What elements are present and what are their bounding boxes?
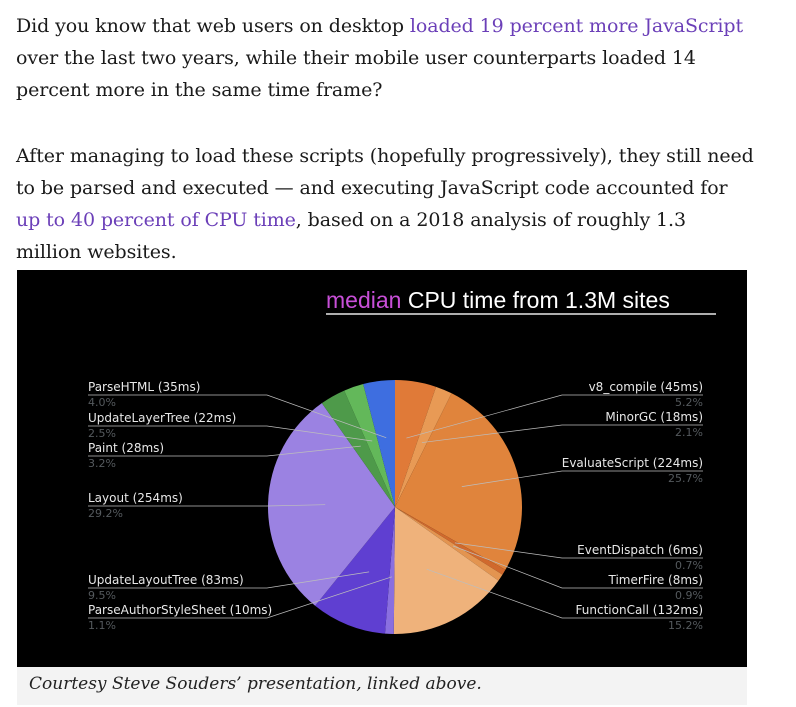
paragraph-text: over the last two years, while their mob… [16, 47, 696, 101]
leader-line [452, 545, 703, 589]
pie-slice [395, 507, 503, 581]
paragraph-text: Did you know that web users on desktop [16, 15, 410, 37]
inline-link[interactable]: up to 40 percent of CPU time [16, 209, 296, 231]
slice-label: UpdateLayoutTree (83ms) [88, 573, 244, 587]
pie-slice [321, 390, 395, 507]
pie-slice [384, 507, 395, 634]
pie-slice [268, 403, 395, 606]
pie-slice [315, 507, 395, 634]
slice-percent: 1.1% [88, 619, 116, 632]
slice-percent: 15.2% [668, 619, 703, 632]
slice-percent: 4.0% [88, 396, 116, 409]
leader-line [461, 470, 703, 487]
pie-slice [395, 386, 452, 507]
pie-slice [363, 380, 395, 507]
pie-slice [393, 507, 499, 634]
slice-label: EvaluateScript (224ms) [562, 456, 703, 470]
pie-slice [395, 393, 522, 570]
slice-percent: 3.2% [88, 457, 116, 470]
slice-label: ParseHTML (35ms) [88, 380, 200, 394]
leader-line [406, 394, 703, 439]
caption-text: Courtesy Steve Souders’ presentation, li… [29, 674, 482, 694]
slice-percent: 0.9% [675, 589, 703, 602]
leader-line [421, 424, 703, 443]
slice-label: v8_compile (45ms) [589, 380, 703, 394]
slice-percent: 25.7% [668, 472, 703, 485]
figure-caption: Courtesy Steve Souders’ presentation, li… [17, 667, 747, 705]
chart-title-highlight: median [326, 287, 401, 313]
chart-title-rest: CPU time from 1.3M sites [401, 287, 669, 313]
leader-line [88, 504, 326, 507]
slice-label: TimerFire (8ms) [608, 573, 703, 587]
article-paragraph: Did you know that web users on desktop l… [16, 10, 756, 106]
pie-chart: median CPU time from 1.3M sites v8_compi… [88, 287, 716, 634]
slice-percent: 2.5% [88, 427, 116, 440]
leader-line [88, 445, 361, 457]
slice-label: MinorGC (18ms) [605, 410, 703, 424]
leader-line [88, 425, 373, 442]
pie-slice [395, 507, 506, 575]
paragraph-text: , based on a 2018 analysis of roughly 1.… [16, 209, 686, 263]
slice-percent: 5.2% [675, 396, 703, 409]
leader-line [88, 394, 387, 439]
pie-slice [344, 384, 395, 507]
slice-label: FunctionCall (132ms) [576, 603, 703, 617]
slice-label: Layout (254ms) [88, 491, 183, 505]
leader-line [88, 571, 370, 589]
slice-label: UpdateLayerTree (22ms) [88, 411, 236, 425]
slice-percent: 9.5% [88, 589, 116, 602]
slice-label: EventDispatch (6ms) [577, 543, 703, 557]
leader-line [454, 542, 703, 559]
slice-label: ParseAuthorStyleSheet (10ms) [88, 603, 272, 617]
leader-line [88, 576, 393, 619]
slice-percent: 29.2% [88, 507, 123, 520]
slice-label: Paint (28ms) [88, 441, 164, 455]
slice-percent: 0.7% [675, 559, 703, 572]
paragraph-text: After managing to load these scripts (ho… [16, 145, 754, 199]
inline-link[interactable]: loaded 19 percent more JavaScript [409, 15, 744, 37]
pie-slice [395, 380, 437, 507]
chart-figure: median CPU time from 1.3M sites v8_compi… [17, 270, 747, 667]
chart-title: median CPU time from 1.3M sites [326, 287, 670, 313]
article-paragraph: After managing to load these scripts (ho… [16, 140, 756, 268]
leader-line [426, 568, 703, 619]
slice-percent: 2.1% [675, 426, 703, 439]
